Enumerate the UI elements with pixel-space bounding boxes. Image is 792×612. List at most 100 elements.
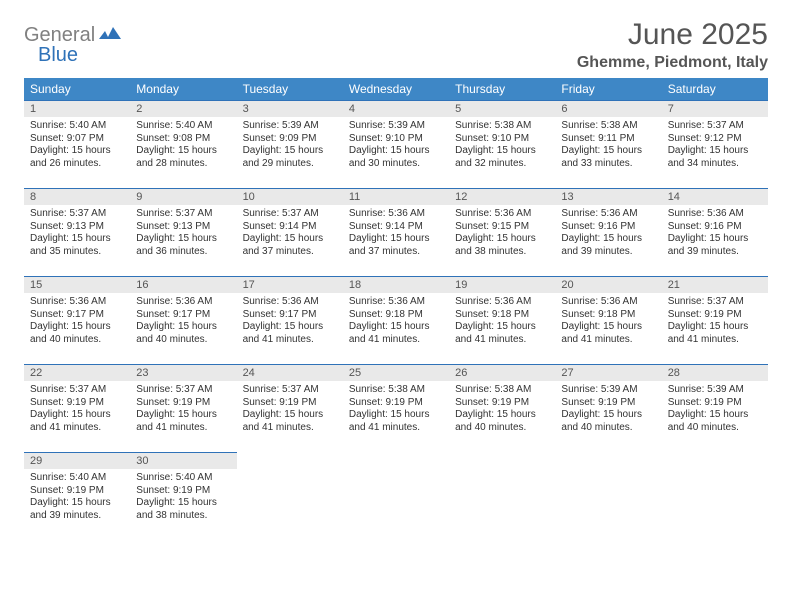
day1-text: Daylight: 15 hours xyxy=(349,409,443,422)
date-number: 13 xyxy=(555,188,661,205)
sunset-text: Sunset: 9:07 PM xyxy=(30,133,124,146)
sunrise-text: Sunrise: 5:36 AM xyxy=(243,296,337,309)
day2-text: and 37 minutes. xyxy=(243,246,337,259)
location: Ghemme, Piedmont, Italy xyxy=(577,54,768,72)
sunset-text: Sunset: 9:19 PM xyxy=(349,397,443,410)
calendar-cell: 26Sunrise: 5:38 AMSunset: 9:19 PMDayligh… xyxy=(449,364,555,452)
calendar-cell: 12Sunrise: 5:36 AMSunset: 9:15 PMDayligh… xyxy=(449,188,555,276)
day1-text: Daylight: 15 hours xyxy=(349,145,443,158)
day2-text: and 40 minutes. xyxy=(561,422,655,435)
calendar-cell: 3Sunrise: 5:39 AMSunset: 9:09 PMDaylight… xyxy=(237,100,343,188)
sunrise-text: Sunrise: 5:36 AM xyxy=(349,208,443,221)
day1-text: Daylight: 15 hours xyxy=(243,145,337,158)
sunrise-text: Sunrise: 5:36 AM xyxy=(455,296,549,309)
day2-text: and 38 minutes. xyxy=(455,246,549,259)
sunset-text: Sunset: 9:09 PM xyxy=(243,133,337,146)
date-number: 27 xyxy=(555,364,661,381)
sunset-text: Sunset: 9:10 PM xyxy=(349,133,443,146)
calendar-cell: 6Sunrise: 5:38 AMSunset: 9:11 PMDaylight… xyxy=(555,100,661,188)
sunrise-text: Sunrise: 5:39 AM xyxy=(561,384,655,397)
calendar-cell: 28Sunrise: 5:39 AMSunset: 9:19 PMDayligh… xyxy=(662,364,768,452)
sunset-text: Sunset: 9:16 PM xyxy=(561,221,655,234)
day1-text: Daylight: 15 hours xyxy=(349,321,443,334)
day-header: Friday xyxy=(555,78,661,100)
sunset-text: Sunset: 9:19 PM xyxy=(136,397,230,410)
day1-text: Daylight: 15 hours xyxy=(30,497,124,510)
day2-text: and 41 minutes. xyxy=(455,334,549,347)
day2-text: and 41 minutes. xyxy=(243,422,337,435)
day1-text: Daylight: 15 hours xyxy=(136,233,230,246)
day2-text: and 33 minutes. xyxy=(561,158,655,171)
day1-text: Daylight: 15 hours xyxy=(349,233,443,246)
sunrise-text: Sunrise: 5:36 AM xyxy=(455,208,549,221)
sunrise-text: Sunrise: 5:37 AM xyxy=(136,208,230,221)
sunset-text: Sunset: 9:19 PM xyxy=(30,397,124,410)
date-number: 9 xyxy=(130,188,236,205)
calendar-cell: 5Sunrise: 5:38 AMSunset: 9:10 PMDaylight… xyxy=(449,100,555,188)
calendar-cell: 20Sunrise: 5:36 AMSunset: 9:18 PMDayligh… xyxy=(555,276,661,364)
calendar-cell: 25Sunrise: 5:38 AMSunset: 9:19 PMDayligh… xyxy=(343,364,449,452)
calendar-cell: 9Sunrise: 5:37 AMSunset: 9:13 PMDaylight… xyxy=(130,188,236,276)
sunrise-text: Sunrise: 5:37 AM xyxy=(30,384,124,397)
calendar-row: 15Sunrise: 5:36 AMSunset: 9:17 PMDayligh… xyxy=(24,276,768,364)
sunset-text: Sunset: 9:19 PM xyxy=(455,397,549,410)
day1-text: Daylight: 15 hours xyxy=(455,321,549,334)
date-number: 26 xyxy=(449,364,555,381)
calendar-cell: 24Sunrise: 5:37 AMSunset: 9:19 PMDayligh… xyxy=(237,364,343,452)
day2-text: and 28 minutes. xyxy=(136,158,230,171)
day2-text: and 39 minutes. xyxy=(30,510,124,523)
day1-text: Daylight: 15 hours xyxy=(455,409,549,422)
date-number: 25 xyxy=(343,364,449,381)
sunrise-text: Sunrise: 5:39 AM xyxy=(243,120,337,133)
calendar-cell: 21Sunrise: 5:37 AMSunset: 9:19 PMDayligh… xyxy=(662,276,768,364)
calendar-cell: 29Sunrise: 5:40 AMSunset: 9:19 PMDayligh… xyxy=(24,452,130,540)
day1-text: Daylight: 15 hours xyxy=(30,409,124,422)
sunrise-text: Sunrise: 5:37 AM xyxy=(243,384,337,397)
calendar-row: 8Sunrise: 5:37 AMSunset: 9:13 PMDaylight… xyxy=(24,188,768,276)
calendar-row: 29Sunrise: 5:40 AMSunset: 9:19 PMDayligh… xyxy=(24,452,768,540)
day1-text: Daylight: 15 hours xyxy=(668,409,762,422)
sunrise-text: Sunrise: 5:36 AM xyxy=(136,296,230,309)
date-number: 10 xyxy=(237,188,343,205)
date-number: 7 xyxy=(662,100,768,117)
sunset-text: Sunset: 9:11 PM xyxy=(561,133,655,146)
sunset-text: Sunset: 9:10 PM xyxy=(455,133,549,146)
sunset-text: Sunset: 9:18 PM xyxy=(455,309,549,322)
date-number: 17 xyxy=(237,276,343,293)
sunset-text: Sunset: 9:13 PM xyxy=(30,221,124,234)
date-number: 23 xyxy=(130,364,236,381)
sunrise-text: Sunrise: 5:36 AM xyxy=(349,296,443,309)
day1-text: Daylight: 15 hours xyxy=(668,321,762,334)
day1-text: Daylight: 15 hours xyxy=(455,233,549,246)
calendar-cell: 10Sunrise: 5:37 AMSunset: 9:14 PMDayligh… xyxy=(237,188,343,276)
day1-text: Daylight: 15 hours xyxy=(243,321,337,334)
sunrise-text: Sunrise: 5:37 AM xyxy=(668,296,762,309)
day2-text: and 40 minutes. xyxy=(668,422,762,435)
calendar-cell: 2Sunrise: 5:40 AMSunset: 9:08 PMDaylight… xyxy=(130,100,236,188)
day2-text: and 34 minutes. xyxy=(668,158,762,171)
calendar-cell: 4Sunrise: 5:39 AMSunset: 9:10 PMDaylight… xyxy=(343,100,449,188)
calendar-body: 1Sunrise: 5:40 AMSunset: 9:07 PMDaylight… xyxy=(24,100,768,540)
sunrise-text: Sunrise: 5:36 AM xyxy=(668,208,762,221)
sunrise-text: Sunrise: 5:40 AM xyxy=(136,472,230,485)
sunrise-text: Sunrise: 5:39 AM xyxy=(668,384,762,397)
sunset-text: Sunset: 9:18 PM xyxy=(349,309,443,322)
calendar-cell: 27Sunrise: 5:39 AMSunset: 9:19 PMDayligh… xyxy=(555,364,661,452)
date-number: 14 xyxy=(662,188,768,205)
date-number: 28 xyxy=(662,364,768,381)
day1-text: Daylight: 15 hours xyxy=(561,409,655,422)
sunrise-text: Sunrise: 5:40 AM xyxy=(30,120,124,133)
day2-text: and 40 minutes. xyxy=(455,422,549,435)
sunset-text: Sunset: 9:19 PM xyxy=(136,485,230,498)
calendar-cell: 19Sunrise: 5:36 AMSunset: 9:18 PMDayligh… xyxy=(449,276,555,364)
sunset-text: Sunset: 9:17 PM xyxy=(30,309,124,322)
day2-text: and 35 minutes. xyxy=(30,246,124,259)
day1-text: Daylight: 15 hours xyxy=(668,233,762,246)
calendar-cell: 16Sunrise: 5:36 AMSunset: 9:17 PMDayligh… xyxy=(130,276,236,364)
day1-text: Daylight: 15 hours xyxy=(561,321,655,334)
sunset-text: Sunset: 9:08 PM xyxy=(136,133,230,146)
sunset-text: Sunset: 9:17 PM xyxy=(136,309,230,322)
day2-text: and 41 minutes. xyxy=(243,334,337,347)
calendar-cell: 18Sunrise: 5:36 AMSunset: 9:18 PMDayligh… xyxy=(343,276,449,364)
sunrise-text: Sunrise: 5:39 AM xyxy=(349,120,443,133)
